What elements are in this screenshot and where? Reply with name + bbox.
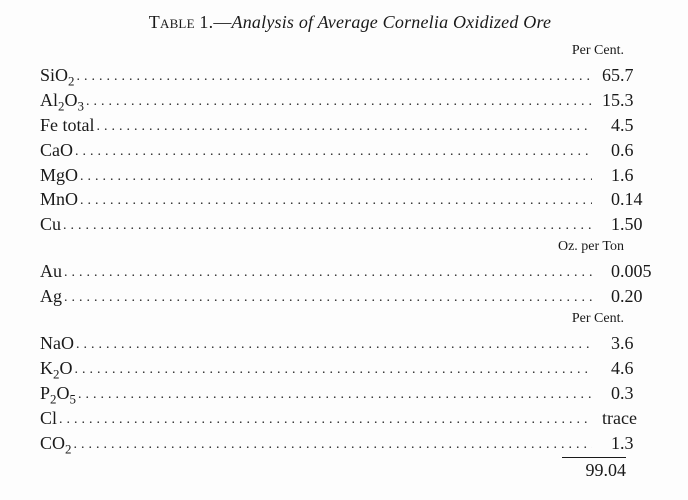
leader-dots: ........................................… xyxy=(74,336,592,355)
table-row: SiO2....................................… xyxy=(40,63,660,88)
row-value: 0.6 xyxy=(592,138,660,162)
ore-analysis-table: Table 1.—Analysis of Average Cornelia Ox… xyxy=(0,0,688,481)
section-percent-1: SiO2....................................… xyxy=(40,63,660,237)
row-value: 1.50 xyxy=(592,212,660,236)
compound-label: Ag xyxy=(40,284,62,308)
compound-label: Cu xyxy=(40,212,61,236)
table-row: Cu......................................… xyxy=(40,212,660,237)
row-value: 15.3 xyxy=(592,88,660,112)
compound-label: NaO xyxy=(40,331,74,355)
row-value: 1.6 xyxy=(592,163,660,187)
leader-dots: ........................................… xyxy=(57,411,592,430)
leader-dots: ........................................… xyxy=(61,217,592,236)
compound-label: Au xyxy=(40,259,62,283)
compound-label: Fe total xyxy=(40,113,95,137)
table-row: Al2O3...................................… xyxy=(40,88,660,113)
table-row: Cl......................................… xyxy=(40,406,660,431)
compound-label: K2O xyxy=(40,356,72,380)
leader-dots: ........................................… xyxy=(78,168,592,187)
table-title: Table 1.—Analysis of Average Cornelia Ox… xyxy=(40,12,660,33)
leader-dots: ........................................… xyxy=(73,143,592,162)
compound-label: Al2O3 xyxy=(40,88,84,112)
row-value: 0.3 xyxy=(592,381,660,405)
row-value: 4.5 xyxy=(592,113,660,137)
row-value: 4.6 xyxy=(592,356,660,380)
unit-header-percent: Per Cent. xyxy=(40,43,660,61)
section-percent-2: NaO.....................................… xyxy=(40,331,660,455)
section-oz-per-ton: Au......................................… xyxy=(40,259,660,309)
compound-label: CO2 xyxy=(40,431,72,455)
row-value: 3.6 xyxy=(592,331,660,355)
table-row: Au......................................… xyxy=(40,259,660,284)
row-value: 65.7 xyxy=(592,63,660,87)
table-row: CO2.....................................… xyxy=(40,431,660,456)
leader-dots: ........................................… xyxy=(72,361,592,380)
compound-label: Cl xyxy=(40,406,57,430)
table-row: Fe total................................… xyxy=(40,113,660,138)
compound-label: MgO xyxy=(40,163,78,187)
title-prefix: Table 1.— xyxy=(149,12,232,32)
row-value: 0.20 xyxy=(592,284,660,308)
title-italic: Analysis of Average Cornelia Oxidized Or… xyxy=(232,12,552,32)
total-value: 99.04 xyxy=(40,460,660,481)
table-row: NaO.....................................… xyxy=(40,331,660,356)
leader-dots: ........................................… xyxy=(72,436,593,455)
compound-label: MnO xyxy=(40,187,78,211)
table-row: Ag......................................… xyxy=(40,284,660,309)
table-row: MnO.....................................… xyxy=(40,187,660,212)
compound-label: P2O5 xyxy=(40,381,76,405)
leader-dots: ........................................… xyxy=(84,93,592,112)
leader-dots: ........................................… xyxy=(62,289,592,308)
leader-dots: ........................................… xyxy=(75,68,593,87)
unit-header-oz: Oz. per Ton xyxy=(40,239,660,257)
leader-dots: ........................................… xyxy=(62,264,592,283)
row-value: 1.3 xyxy=(592,431,660,455)
table-row: P2O5....................................… xyxy=(40,381,660,406)
leader-dots: ........................................… xyxy=(78,192,592,211)
leader-dots: ........................................… xyxy=(95,118,593,137)
unit-header-percent-2: Per Cent. xyxy=(40,311,660,329)
compound-label: CaO xyxy=(40,138,73,162)
row-value: 0.005 xyxy=(592,259,660,283)
table-row: CaO.....................................… xyxy=(40,138,660,163)
table-row: MgO.....................................… xyxy=(40,163,660,188)
table-row: K2O.....................................… xyxy=(40,356,660,381)
row-value: trace xyxy=(592,406,660,430)
row-value: 0.14 xyxy=(592,187,660,211)
compound-label: SiO2 xyxy=(40,63,75,87)
total-rule xyxy=(562,457,626,458)
leader-dots: ........................................… xyxy=(76,386,592,405)
